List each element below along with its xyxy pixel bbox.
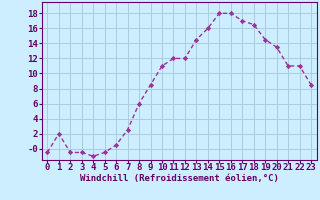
X-axis label: Windchill (Refroidissement éolien,°C): Windchill (Refroidissement éolien,°C): [80, 174, 279, 183]
